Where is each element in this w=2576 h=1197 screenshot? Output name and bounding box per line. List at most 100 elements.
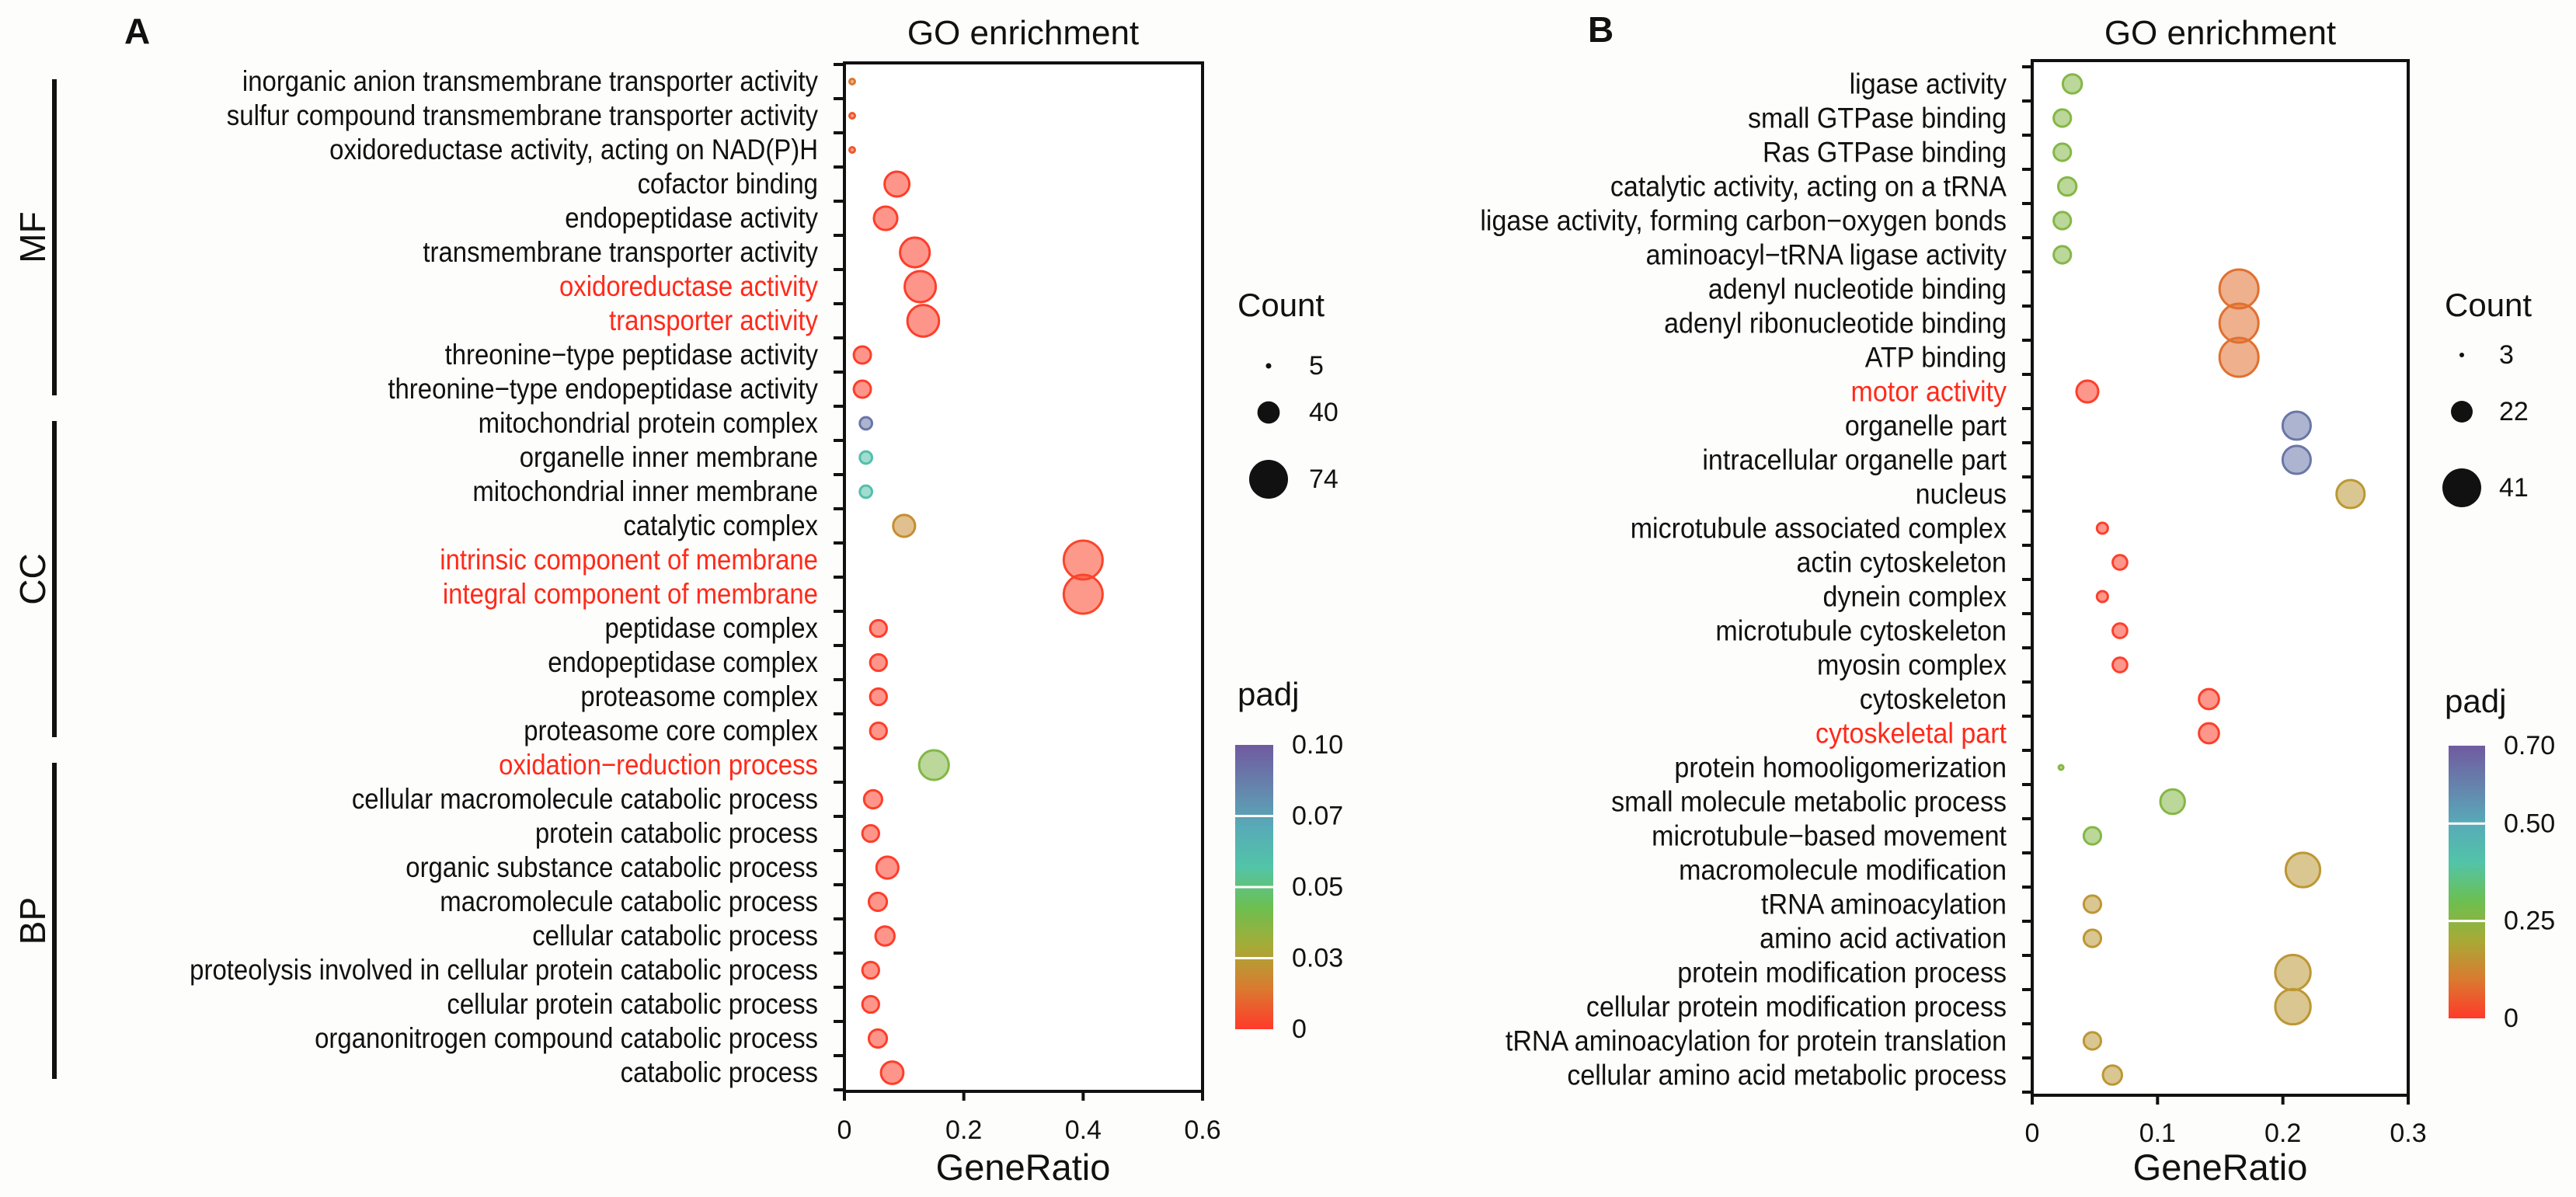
- term-label: oxidoreductase activity: [559, 270, 819, 302]
- term-label: ligase activity: [1850, 68, 2007, 100]
- data-point: [852, 379, 872, 399]
- group-label: BP: [12, 897, 53, 945]
- data-point: [858, 450, 874, 465]
- data-point: [2095, 521, 2109, 535]
- term-label: organelle part: [1845, 409, 2007, 442]
- group-label: MF: [12, 211, 53, 263]
- size-legend-dot: [1249, 460, 1288, 499]
- term-label: actin cytoskeleton: [1796, 546, 2007, 579]
- term-label: proteasome complex: [580, 680, 818, 712]
- panel-b: B GO enrichment GeneRatio Count padj: [1588, 9, 2532, 1188]
- term-label: small GTPase binding: [1748, 102, 2007, 134]
- data-point: [862, 788, 883, 810]
- data-point: [858, 484, 874, 499]
- group-label: CC: [12, 553, 53, 604]
- x-tick-label: 0.2: [945, 1115, 982, 1145]
- panel-b-size-legend-title: Count: [2445, 287, 2532, 323]
- data-point: [906, 304, 941, 338]
- data-point: [879, 1060, 905, 1085]
- term-label: inorganic anion transmembrane transporte…: [242, 65, 819, 97]
- term-label: macromolecule catabolic process: [440, 886, 818, 917]
- term-label: ATP binding: [1865, 341, 2007, 374]
- size-legend-label: 40: [1309, 398, 1338, 427]
- size-legend-dot: [2442, 468, 2481, 507]
- term-label: integral component of membrane: [443, 578, 818, 610]
- term-label: mitochondrial protein complex: [479, 407, 819, 439]
- x-tick-label: 0.4: [1065, 1115, 1102, 1145]
- term-label: motor activity: [1851, 375, 2007, 408]
- size-legend-label: 3: [2499, 340, 2514, 370]
- size-legend-label: 41: [2499, 473, 2529, 503]
- size-legend-label: 5: [1309, 351, 1324, 381]
- data-point: [2335, 478, 2366, 510]
- data-point: [2052, 108, 2073, 128]
- data-point: [2052, 142, 2073, 162]
- term-label: intrinsic component of membrane: [440, 544, 818, 576]
- data-point: [2218, 336, 2260, 378]
- term-label: transmembrane transporter activity: [423, 236, 818, 268]
- term-label: endopeptidase activity: [565, 202, 818, 234]
- data-point: [1062, 573, 1104, 615]
- term-label: intracellular organelle part: [1702, 444, 2007, 476]
- x-tick-label: 0.3: [2390, 1119, 2426, 1148]
- data-point: [2111, 554, 2129, 571]
- data-point: [2052, 211, 2073, 231]
- term-label: proteasome core complex: [524, 715, 818, 746]
- term-label: protein catabolic process: [535, 817, 818, 849]
- data-point: [861, 994, 880, 1014]
- size-legend-dot: [2459, 353, 2464, 357]
- term-label: oxidoreductase activity, acting on NAD(P…: [329, 134, 818, 165]
- term-label: cytoskeleton: [1860, 683, 2007, 715]
- term-label: aminoacyl−tRNA ligase activity: [1646, 238, 2007, 271]
- colorbar-tick-label: 0.05: [1292, 872, 1343, 902]
- x-tick-label: 0: [2025, 1119, 2040, 1148]
- panel-a: A GO enrichment GeneRatio Count padj: [124, 11, 1325, 1188]
- colorbar-tick-label: 0: [1292, 1014, 1307, 1044]
- panel-a-title: GO enrichment: [907, 14, 1139, 52]
- data-point: [2057, 764, 2065, 771]
- term-label: cellular catabolic process: [532, 920, 818, 952]
- term-label: microtubule associated complex: [1631, 512, 2007, 545]
- data-point: [903, 270, 938, 304]
- size-legend-dot: [1257, 401, 1280, 424]
- data-point: [2052, 245, 2073, 265]
- panel-b-x-axis-label: GeneRatio: [2133, 1147, 2308, 1188]
- term-label: ligase activity, forming carbon−oxygen b…: [1480, 204, 2007, 237]
- term-label: sulfur compound transmembrane transporte…: [227, 99, 819, 131]
- colorbar-tick-label: 0.70: [2504, 731, 2555, 760]
- data-point: [2082, 894, 2103, 914]
- colorbar: [2449, 746, 2485, 1018]
- plot-frame: [2031, 59, 2410, 1097]
- term-label: microtubule−based movement: [1652, 819, 2007, 852]
- panel-a-size-legend-title: Count: [1238, 287, 1325, 323]
- term-label: catabolic process: [621, 1056, 818, 1088]
- plot-frame: [843, 61, 1204, 1093]
- panel-a-color-legend-title: padj: [1238, 676, 1299, 712]
- term-label: catalytic complex: [623, 510, 818, 541]
- term-label: cellular protein catabolic process: [447, 988, 818, 1020]
- data-point: [2111, 656, 2129, 673]
- term-label: cellular macromolecule catabolic process: [352, 783, 818, 815]
- term-label: protein modification process: [1677, 956, 2007, 989]
- data-point: [2056, 176, 2078, 197]
- panel-b-letter: B: [1588, 9, 1613, 50]
- colorbar-tick-label: 0.25: [2504, 906, 2555, 936]
- term-label: dynein complex: [1822, 580, 2007, 613]
- term-label: amino acid activation: [1760, 922, 2007, 955]
- colorbar-tick-label: 0.10: [1292, 730, 1343, 760]
- data-point: [869, 721, 888, 741]
- size-legend-label: 22: [2499, 397, 2529, 426]
- data-point: [917, 749, 950, 781]
- term-label: organelle inner membrane: [520, 441, 818, 473]
- term-label: threonine−type endopeptidase activity: [388, 373, 818, 405]
- x-tick-label: 0.1: [2139, 1119, 2176, 1148]
- data-point: [2082, 826, 2103, 846]
- term-label: cellular amino acid metabolic process: [1567, 1059, 2007, 1091]
- data-point: [869, 652, 888, 673]
- data-point: [892, 513, 917, 538]
- term-label: transporter activity: [609, 304, 818, 336]
- panel-a-x-axis-label: GeneRatio: [936, 1147, 1111, 1188]
- size-legend-dot: [2451, 401, 2473, 423]
- term-label: organonitrogen compound catabolic proces…: [315, 1022, 818, 1054]
